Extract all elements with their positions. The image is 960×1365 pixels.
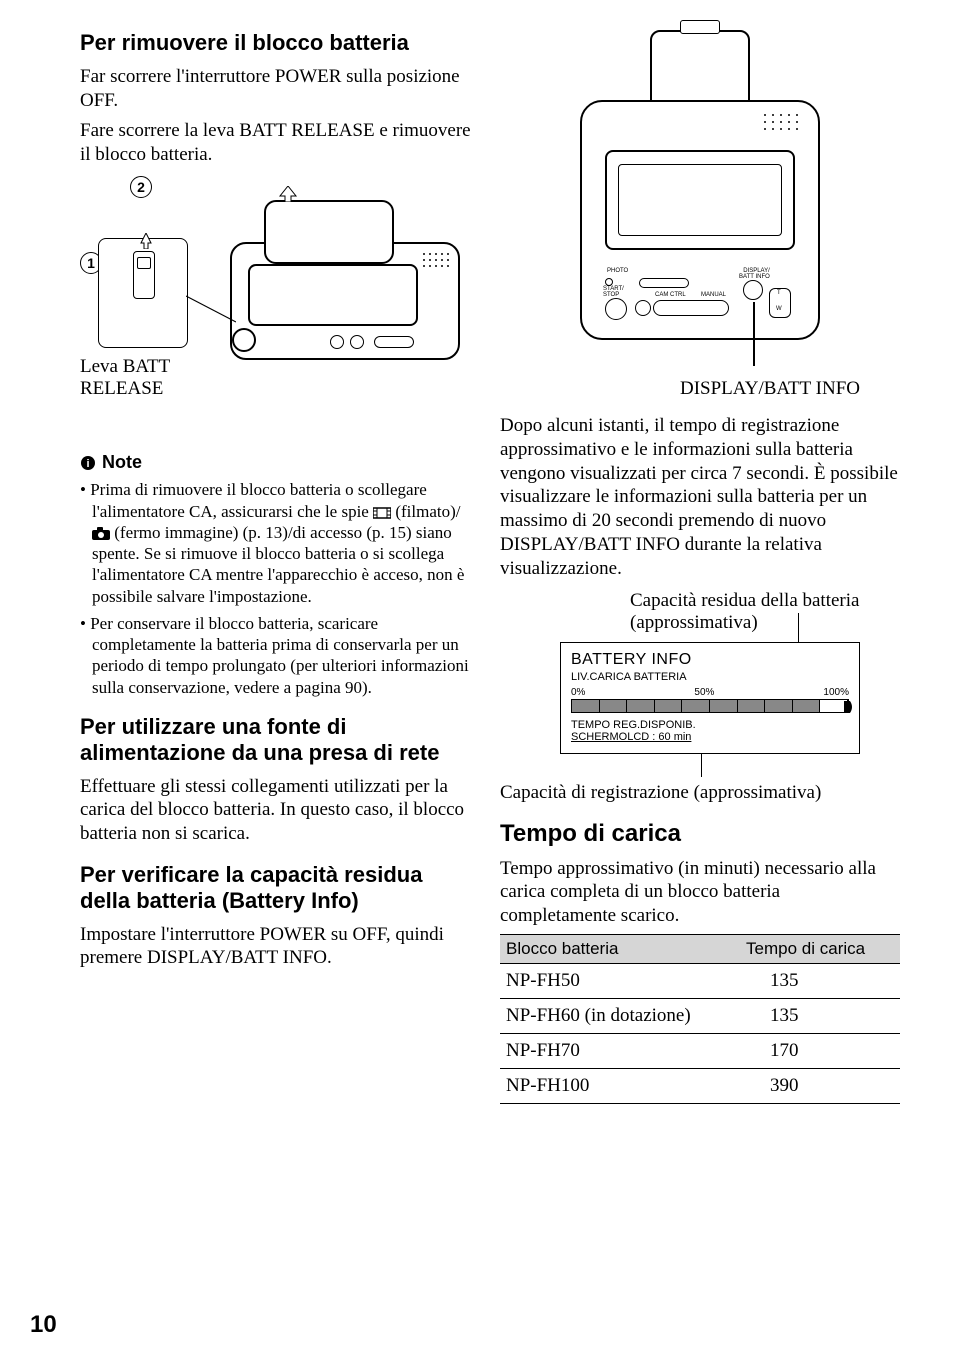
panel-title: BATTERY INFO (571, 651, 849, 669)
camera-icon (92, 527, 110, 540)
pointer-top-icon (798, 613, 799, 643)
table-row: NP-FH70170 (500, 1033, 900, 1068)
label-leva-batt: Leva BATT RELEASE (80, 356, 170, 400)
dt-label-display: DISPLAY/ BATT INFO (739, 268, 770, 280)
battery-info-panel: BATTERY INFO LIV.CARICA BATTERIA 0% 50% … (560, 642, 860, 754)
pct-100: 100% (823, 687, 849, 698)
heading-power-source: Per utilizzare una fonte di alimentazion… (80, 714, 475, 767)
connector-line-icon (186, 286, 236, 326)
heading-tempo-carica: Tempo di carica (500, 820, 900, 849)
illustration-batt-release: 2 1 (80, 176, 475, 396)
dt-label-camctrl: CAM CTRL (655, 292, 686, 298)
page-number: 10 (30, 1311, 57, 1339)
battery-tip-icon (844, 701, 854, 713)
charge-bar (571, 699, 849, 713)
pct-0: 0% (571, 687, 585, 698)
right-column: PHOTO DISPLAY/ BATT INFO START/ STOP CAM… (500, 30, 900, 1104)
callout-2: 2 (130, 176, 152, 198)
notes-label-text: Note (102, 452, 142, 473)
th-time: Tempo di carica (740, 934, 900, 963)
text-remove-2: Fare scorrere la leva BATT RELEASE e rim… (80, 119, 475, 167)
dt-label-t: T (777, 290, 781, 296)
text-remove-1: Far scorrere l'interruttore POWER sulla … (80, 65, 475, 113)
table-row: NP-FH60 (in dotazione)135 (500, 998, 900, 1033)
dt-label-w: W (776, 306, 782, 312)
dt-label-manual: MANUAL (701, 292, 726, 298)
panel-subtitle: LIV.CARICA BATTERIA (571, 671, 849, 683)
info-icon: i (80, 455, 96, 471)
svg-text:i: i (86, 458, 89, 470)
pointer-bottom-icon (701, 753, 702, 777)
text-power-source: Effettuare gli stessi collegamenti utili… (80, 775, 475, 846)
table-row: NP-FH100390 (500, 1068, 900, 1103)
caption-recording-capacity: Capacità di registrazione (approssimativ… (500, 782, 900, 804)
film-icon (373, 507, 391, 519)
panel-line-reg: TEMPO REG.DISPONIB. (571, 719, 849, 731)
caption-display-batt: DISPLAY/BATT INFO (500, 378, 860, 400)
detail-device-right (220, 186, 470, 366)
notes-heading: i Note (80, 452, 475, 473)
panel-pct-row: 0% 50% 100% (571, 687, 849, 698)
text-tempo-carica: Tempo approssimativo (in minuti) necessa… (500, 857, 900, 928)
dt-label-photo: PHOTO (607, 268, 628, 274)
table-row: NP-FH50135 (500, 963, 900, 998)
charging-time-table: Blocco batteria Tempo di carica NP-FH501… (500, 934, 900, 1104)
dt-label-start: START/ STOP (603, 286, 624, 298)
left-column: Per rimuovere il blocco batteria Far sco… (80, 30, 475, 976)
heading-check-battery: Per verificare la capacità residua della… (80, 862, 475, 915)
pct-50: 50% (694, 687, 714, 698)
illustration-device-top: PHOTO DISPLAY/ BATT INFO START/ STOP CAM… (550, 30, 850, 370)
pointer-display-icon (753, 302, 755, 366)
panel-line-lcd: SCHERMOLCD : 60 min (571, 731, 849, 743)
detail-device-left (98, 238, 188, 348)
note-1: Prima di rimuovere il blocco batteria o … (80, 479, 475, 607)
text-check-battery: Impostare l'interruttore POWER su OFF, q… (80, 923, 475, 971)
heading-remove-battery: Per rimuovere il blocco batteria (80, 30, 475, 55)
caption-residual-capacity: Capacità residua della batteria (appross… (630, 590, 900, 634)
text-after-display: Dopo alcuni istanti, il tempo di registr… (500, 414, 900, 580)
note-2: Per conservare il blocco batteria, scari… (80, 613, 475, 698)
th-battery: Blocco batteria (500, 934, 740, 963)
